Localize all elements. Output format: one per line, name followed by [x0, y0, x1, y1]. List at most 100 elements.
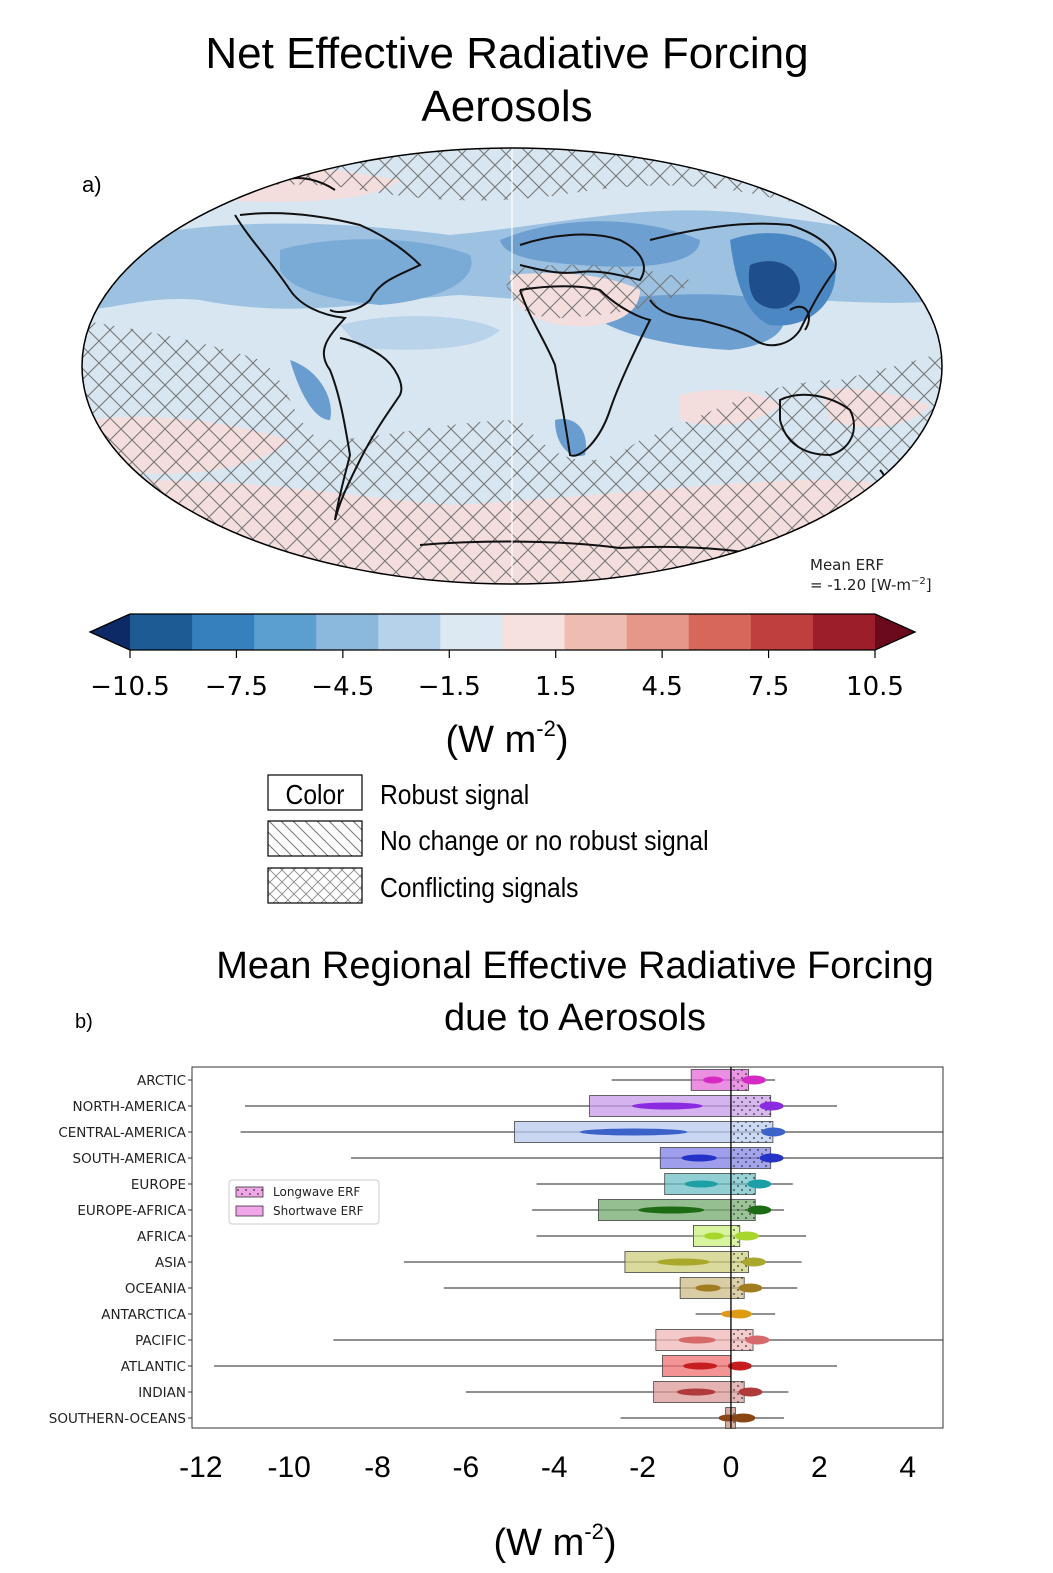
longwave-legend-label: Longwave ERF: [273, 1185, 360, 1199]
panel-b: Mean Regional Effective Radiative Forcin…: [0, 920, 1053, 1573]
map-hatch-south: [82, 320, 942, 584]
colorbar-segment: [130, 614, 193, 650]
violin-shape: [704, 1232, 725, 1240]
violin-shape: [703, 1076, 724, 1084]
legend-conflicting-label: Conflicting signals: [380, 872, 578, 904]
map-field-n-atlantic: [280, 239, 472, 305]
x-tick-label: 0: [723, 1451, 740, 1484]
violin-shape: [741, 1075, 766, 1085]
longwave-legend-swatch-dots: [236, 1187, 263, 1197]
colorbar-tick-label: 4.5: [641, 672, 682, 702]
longwave-bar-hatch: [730, 1095, 771, 1117]
violin-shape: [681, 1154, 717, 1162]
violin-shape: [656, 1258, 710, 1266]
world-map: [82, 148, 942, 584]
panel-a-label: a): [82, 172, 102, 197]
colorbar-segment: [564, 614, 628, 650]
colorbar-segment: [812, 614, 876, 650]
violin-shape: [638, 1206, 705, 1214]
region-label: INDIAN: [138, 1385, 186, 1401]
mean-erf-label: Mean ERF: [810, 556, 884, 574]
region-label: EUROPE: [131, 1177, 186, 1193]
longwave-bar-hatch: [730, 1277, 745, 1299]
violin-shape: [747, 1205, 772, 1215]
map-field-europe: [500, 221, 700, 267]
mean-erf-value-exp: −2: [911, 576, 926, 587]
colorbar-tick-label: 10.5: [846, 672, 904, 702]
erf-legend-box: [228, 1179, 380, 1225]
longwave-bar-hatch: [730, 1199, 756, 1221]
violin-shape: [695, 1284, 721, 1292]
colorbar-unit: (W m-2): [446, 716, 569, 761]
violin-shape: [734, 1231, 759, 1241]
colorbar-segment: [316, 614, 379, 650]
colorbar-arrow-left: [90, 614, 130, 650]
panel-b-label: b): [75, 1011, 93, 1033]
violin-shape: [678, 1336, 716, 1344]
region-label: AFRICA: [137, 1229, 187, 1245]
longwave-bar-hatch: [730, 1251, 749, 1273]
colorbar-segment: [440, 614, 504, 650]
violin-shape: [727, 1309, 752, 1319]
legend-robust-label: Robust signal: [380, 779, 529, 811]
colorbar-unit-base: (W m: [446, 719, 537, 761]
colorbar-tick-label: 1.5: [535, 672, 576, 702]
shortwave-legend-swatch: [235, 1205, 264, 1217]
x-ticks: -12 -10 -8 -6 -4 -2 0 2 4: [179, 1451, 916, 1484]
colorbar-segment: [750, 614, 814, 650]
colorbar: −10.5 −7.5 −4.5 −1.5 1.5 4.5 7.5 10.5: [88, 613, 917, 702]
violin-shape: [761, 1127, 786, 1137]
colorbar-tick-label: −4.5: [311, 672, 374, 702]
colorbar-segment: [378, 614, 442, 650]
colorbar-tick-label: 7.5: [748, 672, 789, 702]
map-field-south-america: [290, 360, 331, 420]
region-label: SOUTHERN-OCEANS: [49, 1411, 186, 1427]
region-label: PACIFIC: [135, 1333, 186, 1349]
violin-shape: [738, 1283, 763, 1293]
longwave-bar-hatch: [730, 1121, 773, 1143]
map-border: [81, 147, 943, 585]
x-axis-label-exp: -2: [584, 1519, 604, 1544]
map-hatch-sahara: [505, 264, 690, 318]
panel-b-svg: Mean Regional Effective Radiative Forcin…: [49, 945, 944, 1564]
longwave-bar-hatch: [730, 1329, 754, 1351]
legend-swatch-robust: [267, 774, 363, 811]
panel-b-title-line2: due to Aerosols: [444, 997, 706, 1039]
violin-shape: [738, 1387, 763, 1397]
x-tick-label: 4: [899, 1451, 916, 1484]
x-axis-label: (W m-2): [494, 1519, 617, 1564]
x-tick-label: 2: [811, 1451, 828, 1484]
violin-shape: [727, 1361, 752, 1371]
region-label: SOUTH-AMERICA: [73, 1151, 187, 1167]
x-tick-label: -12: [179, 1451, 222, 1484]
hatch-legend: Color Robust signal No change or no robu…: [267, 774, 709, 904]
legend-swatch-robust-text: Color: [286, 779, 345, 811]
violin-shape: [759, 1153, 784, 1163]
panel-a: Net Effective Radiative Forcing Aerosols…: [81, 29, 943, 904]
region-bars: [214, 1069, 943, 1429]
legend-swatch-no-change: [267, 820, 363, 857]
colorbar-tick-label: −1.5: [418, 672, 481, 702]
mean-erf-value-end: ]: [926, 576, 932, 594]
panel-a-svg: Net Effective Radiative Forcing Aerosols…: [81, 29, 943, 904]
longwave-bar-hatch: [730, 1147, 771, 1169]
region-label: OCEANIA: [125, 1281, 187, 1297]
x-axis-label-end: ): [604, 1522, 617, 1564]
colorbar-unit-end: ): [556, 719, 569, 761]
colorbar-segment: [626, 614, 690, 650]
region-label: ASIA: [155, 1255, 187, 1271]
violin-shape: [759, 1101, 784, 1111]
panel-a-title-line1: Net Effective Radiative Forcing: [205, 29, 808, 78]
region-label: ATLANTIC: [121, 1359, 186, 1375]
erf-legend: Longwave ERF Shortwave ERF: [228, 1179, 380, 1225]
colorbar-segment: [192, 614, 255, 650]
map-field-southern-africa: [555, 419, 586, 456]
longwave-bar-hatch: [730, 1069, 749, 1091]
x-tick-label: -10: [268, 1451, 311, 1484]
violin-shape: [683, 1362, 718, 1370]
colorbar-segment: [254, 614, 317, 650]
map-field-east-asia-core: [748, 261, 800, 309]
violin-shape: [631, 1102, 703, 1110]
colorbar-arrow-right: [875, 614, 915, 650]
colorbar-segment: [688, 614, 752, 650]
